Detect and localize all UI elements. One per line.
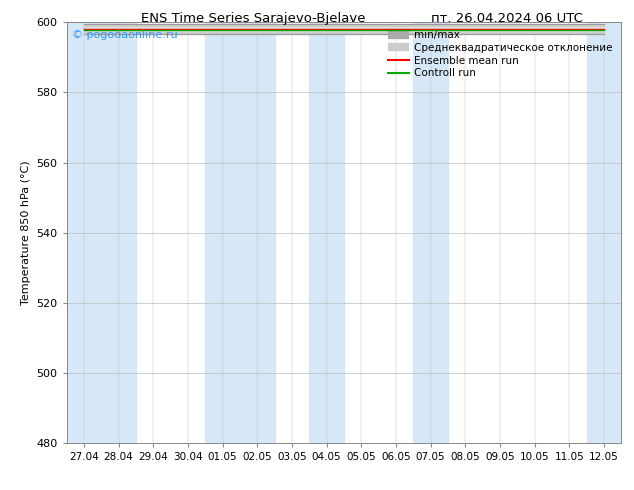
Text: © pogodaonline.ru: © pogodaonline.ru — [72, 30, 178, 41]
Text: ENS Time Series Sarajevo-Bjelave: ENS Time Series Sarajevo-Bjelave — [141, 12, 366, 25]
Y-axis label: Temperature 850 hPa (°C): Temperature 850 hPa (°C) — [21, 160, 30, 305]
Bar — [586, 22, 621, 443]
Text: пт. 26.04.2024 06 UTC: пт. 26.04.2024 06 UTC — [431, 12, 583, 25]
Bar — [67, 22, 101, 443]
Bar — [205, 22, 240, 443]
Bar — [413, 22, 448, 443]
Bar — [240, 22, 275, 443]
Bar — [101, 22, 136, 443]
Bar — [309, 22, 344, 443]
Legend: min/max, Среднеквадратическое отклонение, Ensemble mean run, Controll run: min/max, Среднеквадратическое отклонение… — [385, 27, 616, 81]
